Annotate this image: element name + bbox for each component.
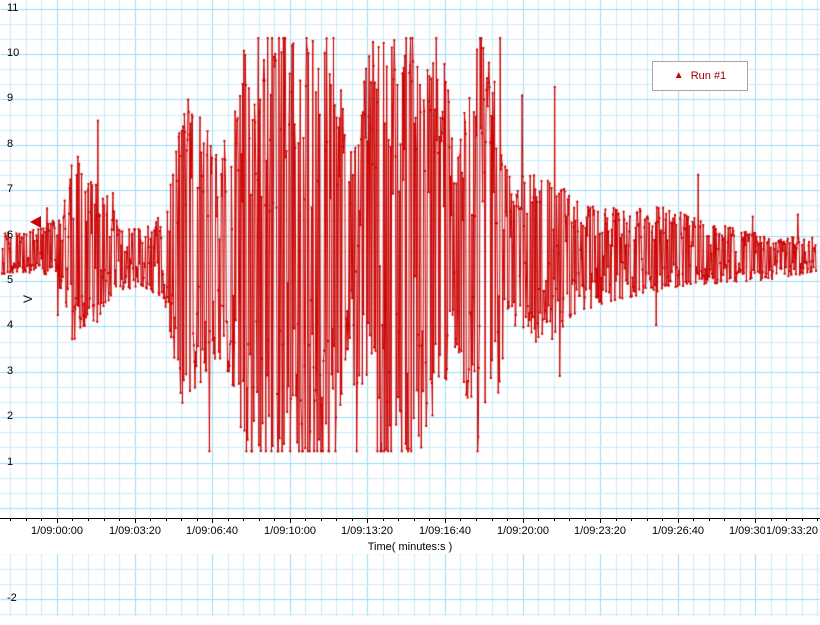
x-axis-major-tick [290,519,291,523]
x-axis-minor-tick [398,519,399,521]
legend-series-label: Run #1 [690,70,727,82]
x-axis-minor-tick [693,519,694,521]
x-axis-minor-tick [150,519,151,521]
x-axis-minor-tick [429,519,430,521]
y-axis-tick-label: 6 [7,229,14,241]
x-axis-minor-tick [72,519,73,521]
y-axis-tick-label: 5 [7,274,14,286]
x-axis-tick-label: 1/09:00:00 [31,525,83,537]
y-axis-tick-label: 8 [7,138,14,150]
x-axis-minor-tick [554,519,555,521]
x-axis-tick-label: 1/09:13:20 [341,525,393,537]
y-axis-tick-label: 3 [7,365,14,377]
x-axis-minor-tick [26,519,27,521]
x-axis-minor-tick [181,519,182,521]
x-axis-tick-label: 1/09:16:40 [419,525,471,537]
x-axis-minor-tick [802,519,803,521]
x-axis-major-tick [445,519,446,523]
x-axis-minor-tick [476,519,477,521]
x-axis-minor-tick [709,519,710,521]
x-axis: 1/09:00:00 1/09:03:20 1/09:06:40 1/09:10:00… [0,518,820,554]
y-axis-cursor-marker-icon[interactable] [30,216,41,228]
x-axis-minor-tick [243,519,244,521]
x-axis-tick-label: 1/09:23:20 [574,525,626,537]
x-axis-minor-tick [228,519,229,521]
y-axis-title: V [21,294,36,304]
x-axis-minor-tick [492,519,493,521]
y-axis-tick-label: 11 [7,2,19,14]
x-axis-minor-tick [460,519,461,521]
x-axis-minor-tick [647,519,648,521]
x-axis-title: Time( minutes:s ) [367,541,453,553]
x-axis-tick-label: 1/09:06:40 [186,525,238,537]
x-axis-minor-tick [336,519,337,521]
x-axis-tick-label: 1/09:20:00 [497,525,549,537]
legend-triangle-marker-icon: ▲ [673,70,684,81]
x-axis-minor-tick [259,519,260,521]
x-axis-major-tick [212,519,213,523]
x-axis-minor-tick [305,519,306,521]
y-axis-tick-label: -2 [7,592,17,604]
x-axis-minor-tick [724,519,725,521]
y-axis-tick-label: 9 [7,92,14,104]
x-axis-major-tick [57,519,58,523]
x-axis-minor-tick [740,519,741,521]
x-axis-minor-tick [10,519,11,521]
x-axis-minor-tick [771,519,772,521]
x-axis-minor-tick [41,519,42,521]
x-axis-minor-tick [507,519,508,521]
x-axis-minor-tick [538,519,539,521]
x-axis-minor-tick [88,519,89,521]
x-axis-minor-tick [321,519,322,521]
x-axis-minor-tick [817,519,818,521]
x-axis-major-tick [600,519,601,523]
x-axis-minor-tick [662,519,663,521]
x-axis-major-tick [678,519,679,523]
x-axis-minor-tick [569,519,570,521]
x-axis-minor-tick [119,519,120,521]
x-axis-major-tick [755,519,756,523]
x-axis-minor-tick [274,519,275,521]
y-axis-tick-label: 10 [7,47,20,59]
x-axis-tick-label: 1/09:03:20 [109,525,161,537]
x-axis-minor-tick [414,519,415,521]
legend[interactable]: ▲ Run #1 [652,61,748,91]
x-axis-tick-label: 1/09:26:40 [652,525,704,537]
x-axis-minor-tick [616,519,617,521]
x-axis-minor-tick [786,519,787,521]
x-axis-minor-tick [631,519,632,521]
x-axis-minor-tick [166,519,167,521]
x-axis-minor-tick [197,519,198,521]
x-axis-major-tick [367,519,368,523]
x-axis-tick-label: 1/09:33:20 [765,525,818,537]
y-axis-tick-label: 7 [7,183,14,195]
x-axis-minor-tick [383,519,384,521]
x-axis-tick-label: 1/09:10:00 [264,525,316,537]
y-axis-tick-label: 4 [7,319,14,331]
x-axis-major-tick [523,519,524,523]
x-axis-minor-tick [585,519,586,521]
y-axis-tick-label: 2 [7,410,14,422]
x-axis-minor-tick [104,519,105,521]
x-axis-minor-tick [352,519,353,521]
y-axis-tick-label: 1 [7,456,14,468]
x-axis-major-tick [135,519,136,523]
